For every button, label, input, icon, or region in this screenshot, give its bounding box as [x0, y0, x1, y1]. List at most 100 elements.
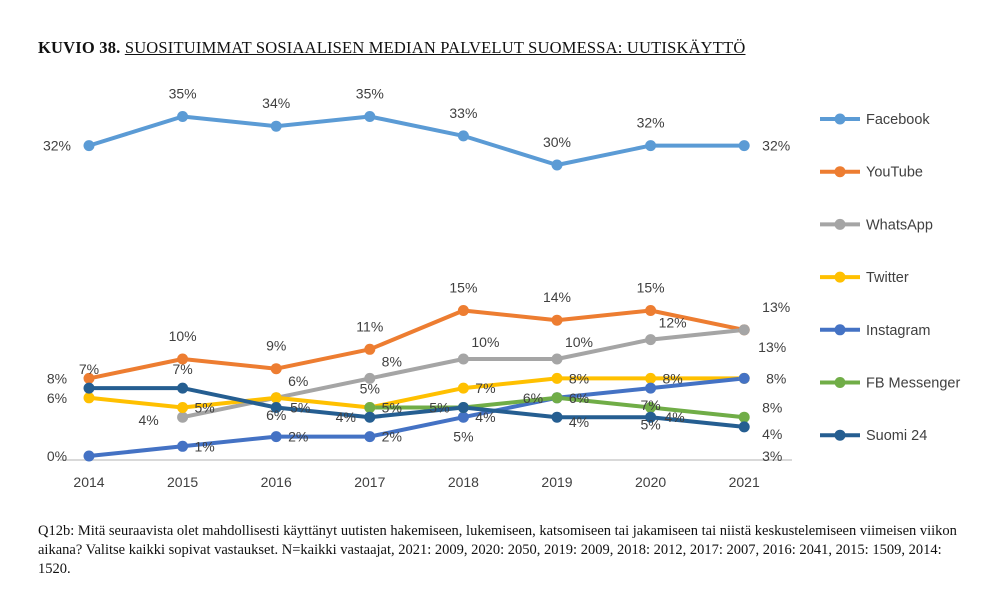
data-label: 8%	[766, 370, 786, 386]
legend-label: Twitter	[866, 270, 909, 286]
data-label: 7%	[79, 361, 99, 377]
data-point	[645, 402, 657, 413]
data-point	[270, 431, 282, 443]
data-point	[645, 382, 657, 394]
data-point	[177, 111, 189, 122]
data-label: 8%	[569, 370, 589, 386]
data-point	[83, 450, 95, 462]
data-point	[551, 372, 563, 384]
data-label: 6%	[569, 390, 589, 406]
data-label: 4%	[664, 409, 684, 425]
data-label: 4%	[475, 409, 495, 425]
legend-label: Instagram	[866, 323, 930, 339]
data-label: 6%	[266, 407, 286, 423]
data-label: 6%	[288, 373, 308, 389]
data-label: 5%	[453, 429, 473, 445]
data-label: 5%	[640, 417, 660, 433]
x-tick-label: 2015	[167, 474, 198, 490]
data-point	[645, 140, 657, 152]
chart-title: KUVIO 38. SUOSITUIMMAT SOSIAALISEN MEDIA…	[38, 38, 745, 58]
data-label: 9%	[266, 338, 286, 354]
data-label: 13%	[758, 339, 786, 355]
data-point	[551, 392, 563, 404]
legend-marker	[834, 113, 846, 125]
data-label: 32%	[43, 138, 71, 154]
data-point	[364, 431, 376, 443]
x-tick-label: 2021	[729, 474, 760, 490]
data-point	[738, 140, 750, 152]
data-point	[738, 421, 750, 433]
data-point	[83, 382, 95, 394]
data-point	[457, 402, 469, 413]
data-label: 32%	[637, 115, 665, 131]
data-label: 4%	[138, 412, 158, 428]
data-point	[738, 411, 750, 423]
data-label: 13%	[762, 299, 790, 315]
data-point	[177, 440, 189, 452]
data-label: 6%	[523, 390, 543, 406]
data-label: 34%	[262, 95, 290, 111]
data-label: 10%	[169, 328, 197, 344]
data-label: 10%	[565, 334, 593, 350]
data-label: 6%	[47, 390, 67, 406]
legend-marker	[834, 377, 846, 388]
data-point	[83, 140, 95, 152]
data-point	[270, 402, 282, 413]
data-point	[177, 353, 189, 365]
data-point	[738, 324, 750, 336]
data-point	[270, 120, 282, 132]
data-point	[177, 402, 189, 413]
figure-number: KUVIO 38.	[38, 38, 121, 57]
data-label: 14%	[543, 289, 571, 305]
series-line-suomi-24	[89, 386, 745, 429]
data-label: 35%	[356, 86, 384, 102]
data-point	[551, 411, 563, 423]
data-point	[551, 314, 563, 326]
data-label: 5%	[382, 400, 402, 416]
x-tick-label: 2016	[261, 474, 292, 490]
series-line-instagram	[88, 376, 745, 458]
data-label: 1%	[194, 438, 214, 454]
data-label: 4%	[569, 414, 589, 430]
legend-marker	[834, 429, 846, 441]
data-label: 11%	[356, 318, 383, 334]
data-label: 4%	[336, 409, 356, 425]
data-label: 10%	[471, 334, 499, 350]
data-label: 4%	[762, 426, 782, 442]
data-label: 30%	[543, 134, 571, 150]
data-point	[457, 411, 469, 423]
data-label: 8%	[47, 370, 67, 386]
series-points	[83, 111, 750, 462]
legend-marker	[834, 218, 846, 230]
data-point	[645, 411, 657, 423]
data-point	[551, 159, 563, 171]
data-point	[645, 305, 657, 316]
data-label: 8%	[762, 399, 782, 415]
data-point	[738, 372, 750, 384]
data-point	[83, 372, 95, 384]
series-line-facebook	[88, 114, 745, 167]
series-line-twitter	[88, 376, 745, 410]
data-label: 7%	[640, 397, 660, 413]
data-point	[177, 382, 189, 394]
legend-marker	[834, 324, 846, 336]
legend-label: Suomi 24	[866, 428, 927, 444]
x-tick-label: 2019	[541, 474, 572, 490]
data-point	[177, 411, 189, 423]
line-chart: 2014 2015 2016 2017 2018 2019 2020 2021 Facebook…	[43, 86, 960, 491]
data-label: 2%	[382, 429, 402, 445]
data-point	[364, 402, 376, 413]
data-point	[364, 111, 376, 122]
legend-label: YouTube	[866, 165, 923, 181]
figure-title: SUOSITUIMMAT SOSIAALISEN MEDIAN PALVELUT…	[124, 38, 746, 57]
data-label: 5%	[429, 400, 449, 416]
data-label: 3%	[762, 448, 782, 464]
legend-marker	[834, 166, 846, 178]
data-point	[364, 343, 376, 355]
x-tick-label: 2014	[73, 474, 104, 490]
data-label: 5%	[290, 400, 310, 416]
data-point	[645, 334, 657, 346]
data-label: 5%	[360, 381, 380, 397]
x-tick-label: 2020	[635, 474, 666, 490]
data-label: 12%	[659, 315, 687, 331]
